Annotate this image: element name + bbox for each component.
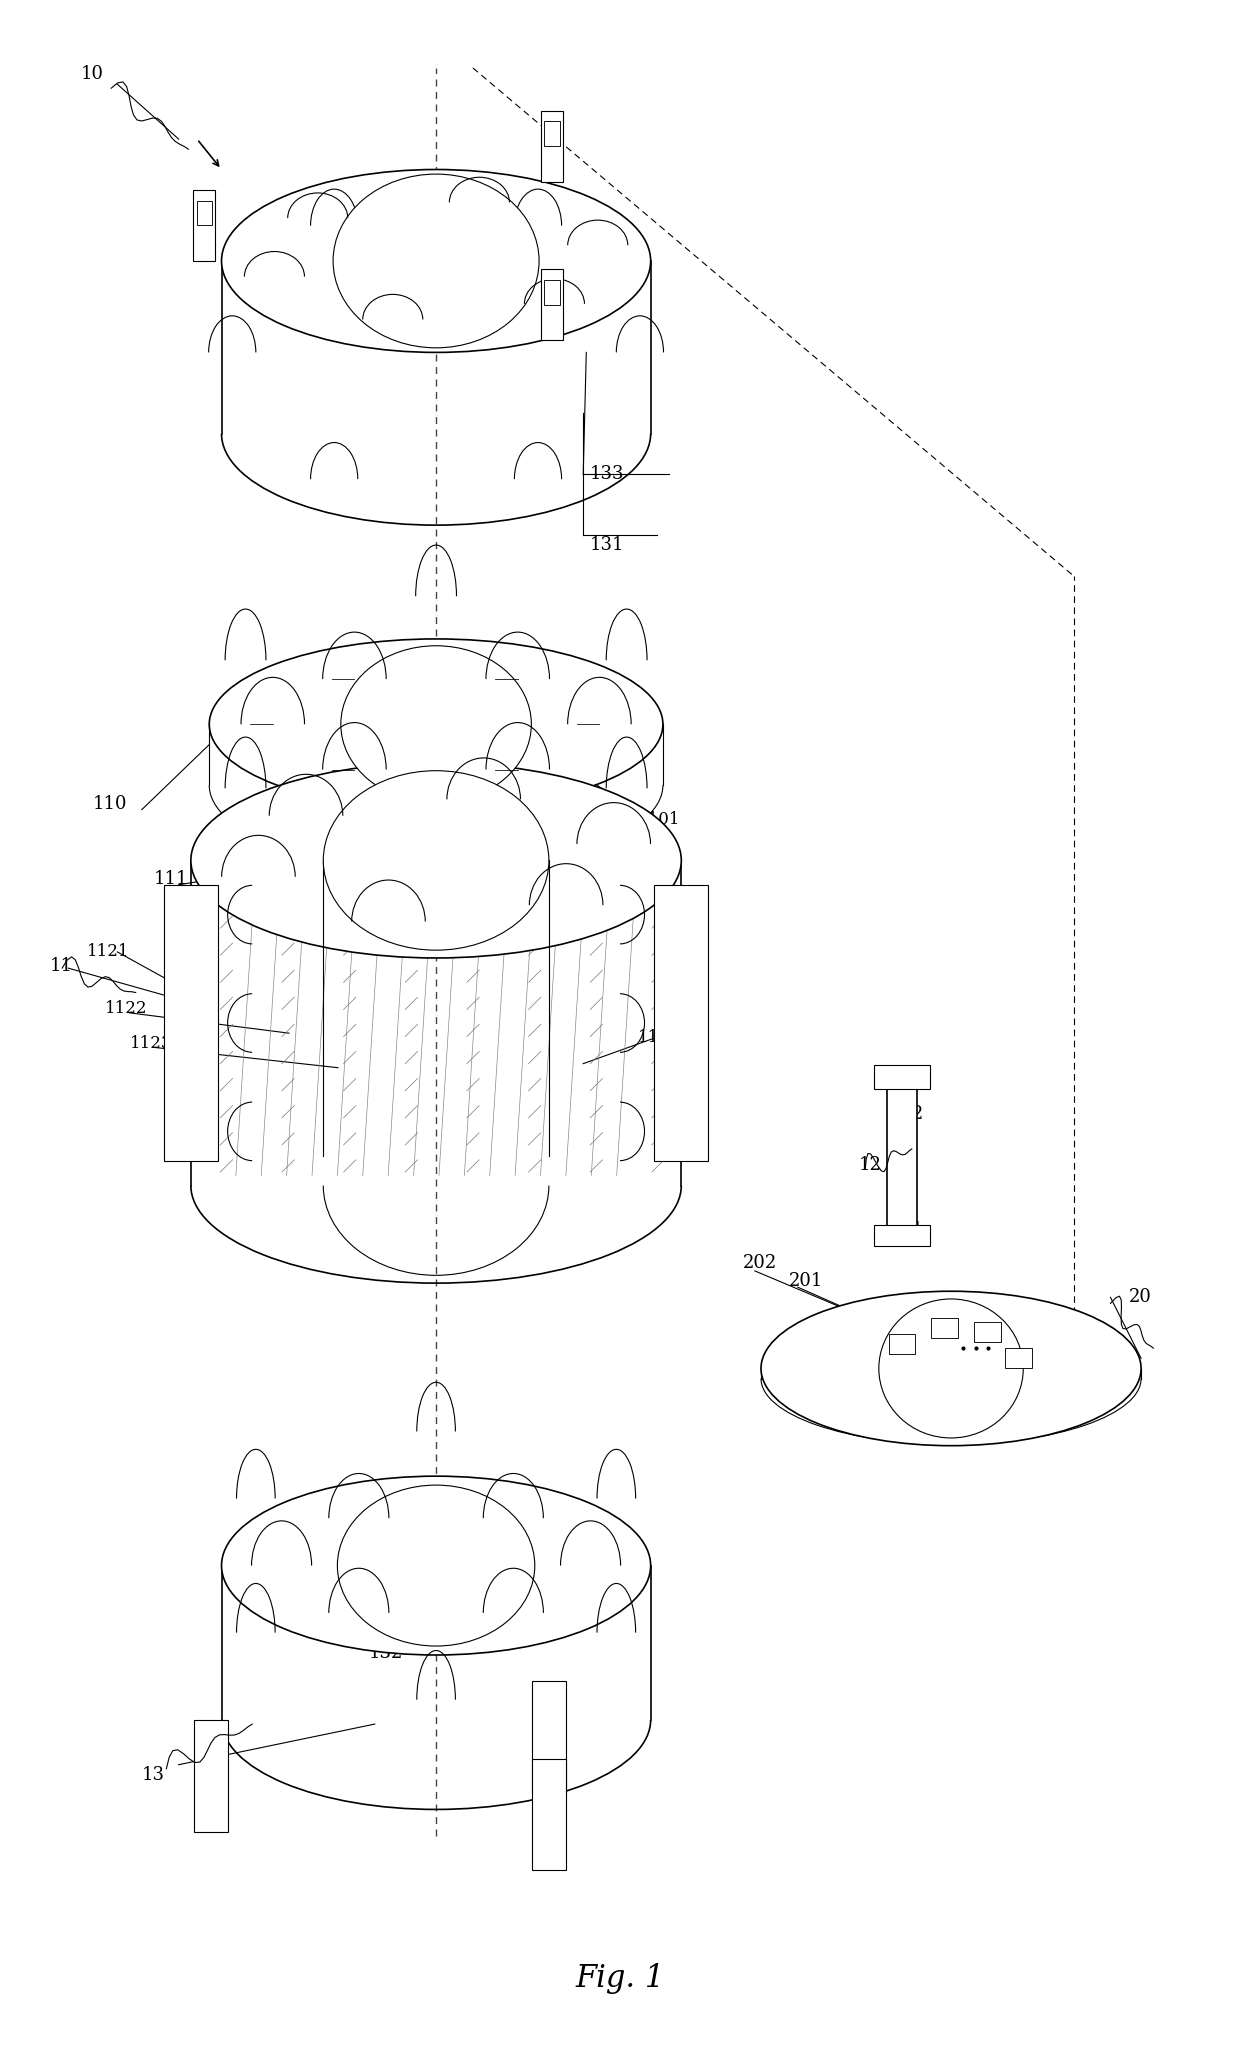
Text: 201: 201 (789, 1273, 823, 1291)
Text: 202: 202 (743, 1254, 777, 1273)
Text: 131: 131 (589, 536, 624, 554)
Text: 10: 10 (81, 65, 103, 84)
Text: Fig. 1: Fig. 1 (575, 1962, 665, 1993)
Text: 132: 132 (368, 1643, 403, 1661)
Bar (197, 201, 212, 225)
Text: 1101: 1101 (639, 812, 681, 829)
Bar (655, 884, 708, 1162)
FancyBboxPatch shape (541, 110, 563, 182)
Bar (532, 1682, 565, 1792)
Text: 11: 11 (50, 958, 73, 976)
Ellipse shape (222, 170, 651, 352)
FancyBboxPatch shape (541, 268, 563, 340)
Text: 1101a: 1101a (639, 1029, 691, 1046)
Text: 1123: 1123 (129, 1035, 172, 1052)
Bar (193, 1721, 228, 1831)
Bar (1004, 1348, 1032, 1369)
Ellipse shape (879, 1299, 1023, 1438)
Bar (874, 1064, 930, 1088)
Text: 122: 122 (890, 1105, 924, 1123)
Bar (544, 280, 559, 305)
Text: 133: 133 (589, 464, 624, 483)
Ellipse shape (337, 1485, 534, 1647)
Text: 121: 121 (890, 1221, 924, 1240)
Bar (931, 1318, 959, 1338)
Bar (975, 1322, 1002, 1342)
Text: 112: 112 (449, 886, 482, 904)
Text: 20: 20 (1128, 1289, 1152, 1305)
Ellipse shape (761, 1291, 1141, 1447)
Bar (887, 1068, 918, 1242)
Text: 1122: 1122 (105, 1000, 148, 1017)
Text: 111: 111 (154, 870, 188, 888)
Text: 110: 110 (93, 794, 128, 812)
Ellipse shape (334, 174, 539, 348)
Text: 13: 13 (141, 1766, 165, 1784)
Bar (532, 1760, 565, 1870)
Bar (874, 1226, 930, 1246)
Text: 12: 12 (859, 1156, 882, 1174)
Ellipse shape (210, 638, 663, 810)
Ellipse shape (341, 647, 532, 802)
FancyBboxPatch shape (193, 190, 216, 262)
Bar (164, 884, 218, 1162)
Bar (889, 1334, 915, 1354)
Ellipse shape (222, 1475, 651, 1655)
Ellipse shape (191, 763, 681, 958)
Text: 1121: 1121 (87, 943, 129, 960)
Bar (544, 121, 559, 145)
Ellipse shape (324, 771, 549, 949)
